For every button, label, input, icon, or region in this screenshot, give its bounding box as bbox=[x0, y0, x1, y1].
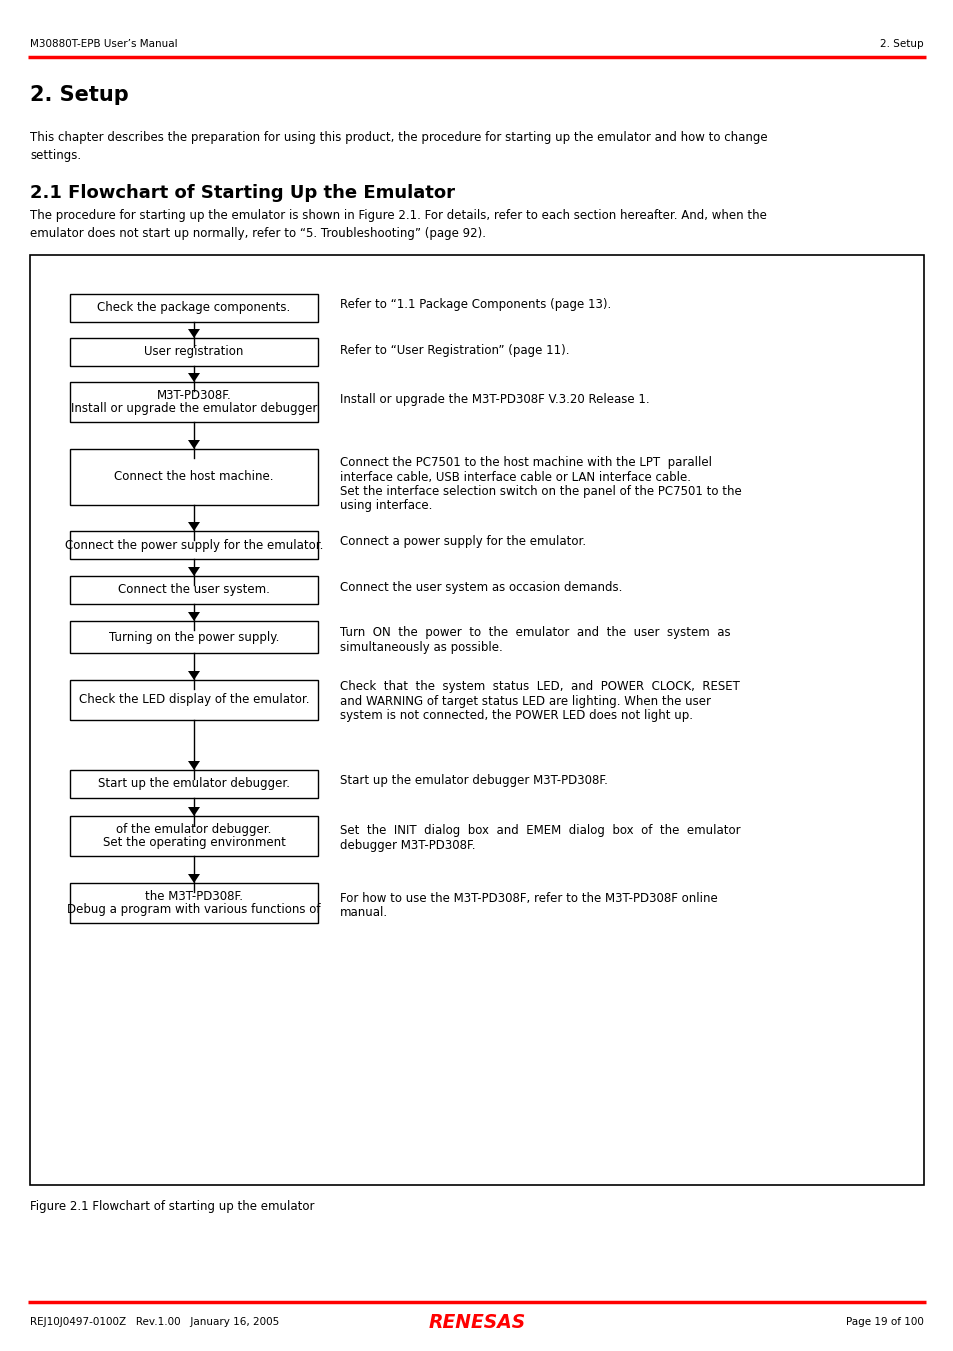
Text: REJ10J0497-0100Z   Rev.1.00   January 16, 2005: REJ10J0497-0100Z Rev.1.00 January 16, 20… bbox=[30, 1317, 279, 1327]
Text: Connect the PC7501 to the host machine with the LPT  parallel: Connect the PC7501 to the host machine w… bbox=[339, 457, 711, 469]
Text: Connect the user system as occasion demands.: Connect the user system as occasion dema… bbox=[339, 581, 621, 594]
Text: Check the package components.: Check the package components. bbox=[97, 301, 291, 315]
Text: Refer to “User Registration” (page 11).: Refer to “User Registration” (page 11). bbox=[339, 345, 569, 357]
Text: Turn  ON  the  power  to  the  emulator  and  the  user  system  as: Turn ON the power to the emulator and th… bbox=[339, 626, 730, 639]
Text: Connect the power supply for the emulator.: Connect the power supply for the emulato… bbox=[65, 539, 323, 551]
Text: This chapter describes the preparation for using this product, the procedure for: This chapter describes the preparation f… bbox=[30, 131, 767, 143]
Text: and WARNING of target status LED are lighting. When the user: and WARNING of target status LED are lig… bbox=[339, 694, 710, 708]
Polygon shape bbox=[188, 671, 200, 680]
Text: manual.: manual. bbox=[339, 907, 388, 920]
Polygon shape bbox=[188, 440, 200, 449]
Text: 2.1 Flowchart of Starting Up the Emulator: 2.1 Flowchart of Starting Up the Emulato… bbox=[30, 184, 455, 203]
Polygon shape bbox=[188, 761, 200, 770]
Text: User registration: User registration bbox=[144, 346, 243, 358]
Text: RENESAS: RENESAS bbox=[428, 1313, 525, 1332]
Polygon shape bbox=[188, 612, 200, 621]
Text: Set the operating environment: Set the operating environment bbox=[103, 836, 285, 848]
Text: Connect the host machine.: Connect the host machine. bbox=[114, 470, 274, 484]
Bar bbox=[70, 338, 317, 366]
Text: simultaneously as possible.: simultaneously as possible. bbox=[339, 640, 502, 654]
Text: 2. Setup: 2. Setup bbox=[880, 39, 923, 49]
Bar bbox=[70, 884, 317, 923]
Polygon shape bbox=[188, 567, 200, 576]
Polygon shape bbox=[188, 874, 200, 884]
Text: emulator does not start up normally, refer to “5. Troubleshooting” (page 92).: emulator does not start up normally, ref… bbox=[30, 227, 485, 239]
Text: settings.: settings. bbox=[30, 149, 81, 162]
Text: Start up the emulator debugger.: Start up the emulator debugger. bbox=[98, 777, 290, 790]
Text: Install or upgrade the M3T-PD308F V.3.20 Release 1.: Install or upgrade the M3T-PD308F V.3.20… bbox=[339, 393, 649, 407]
Text: 2. Setup: 2. Setup bbox=[30, 85, 129, 105]
Text: Connect a power supply for the emulator.: Connect a power supply for the emulator. bbox=[339, 535, 585, 549]
Text: Turning on the power supply.: Turning on the power supply. bbox=[109, 631, 279, 643]
Bar bbox=[70, 295, 317, 322]
Text: The procedure for starting up the emulator is shown in Figure 2.1. For details, : The procedure for starting up the emulat… bbox=[30, 209, 766, 223]
Bar bbox=[70, 576, 317, 604]
Bar bbox=[70, 449, 317, 505]
Text: debugger M3T-PD308F.: debugger M3T-PD308F. bbox=[339, 839, 475, 851]
Text: system is not connected, the POWER LED does not light up.: system is not connected, the POWER LED d… bbox=[339, 709, 692, 721]
Bar bbox=[70, 680, 317, 720]
Text: Check  that  the  system  status  LED,  and  POWER  CLOCK,  RESET: Check that the system status LED, and PO… bbox=[339, 680, 740, 693]
Bar bbox=[70, 382, 317, 422]
Text: M3T-PD308F.: M3T-PD308F. bbox=[156, 389, 232, 403]
Text: using interface.: using interface. bbox=[339, 500, 432, 512]
Polygon shape bbox=[188, 807, 200, 816]
Text: Check the LED display of the emulator.: Check the LED display of the emulator. bbox=[79, 693, 309, 707]
Polygon shape bbox=[188, 521, 200, 531]
Text: Set  the  INIT  dialog  box  and  EMEM  dialog  box  of  the  emulator: Set the INIT dialog box and EMEM dialog … bbox=[339, 824, 740, 838]
Text: of the emulator debugger.: of the emulator debugger. bbox=[116, 823, 272, 836]
Text: Connect the user system.: Connect the user system. bbox=[118, 584, 270, 597]
Bar bbox=[70, 770, 317, 798]
Bar bbox=[70, 621, 317, 653]
Bar bbox=[70, 816, 317, 857]
Text: Set the interface selection switch on the panel of the PC7501 to the: Set the interface selection switch on th… bbox=[339, 485, 741, 499]
Text: Start up the emulator debugger M3T-PD308F.: Start up the emulator debugger M3T-PD308… bbox=[339, 774, 607, 788]
Text: interface cable, USB interface cable or LAN interface cable.: interface cable, USB interface cable or … bbox=[339, 470, 690, 484]
Text: Refer to “1.1 Package Components (page 13).: Refer to “1.1 Package Components (page 1… bbox=[339, 299, 611, 311]
Text: For how to use the M3T-PD308F, refer to the M3T-PD308F online: For how to use the M3T-PD308F, refer to … bbox=[339, 892, 717, 905]
Polygon shape bbox=[188, 373, 200, 382]
Bar bbox=[70, 531, 317, 559]
Text: Figure 2.1 Flowchart of starting up the emulator: Figure 2.1 Flowchart of starting up the … bbox=[30, 1200, 314, 1213]
Polygon shape bbox=[188, 330, 200, 338]
Bar bbox=[30, 255, 923, 1185]
Text: M30880T-EPB User’s Manual: M30880T-EPB User’s Manual bbox=[30, 39, 177, 49]
Text: the M3T-PD308F.: the M3T-PD308F. bbox=[145, 890, 243, 902]
Text: Page 19 of 100: Page 19 of 100 bbox=[845, 1317, 923, 1327]
Text: Debug a program with various functions of: Debug a program with various functions o… bbox=[67, 902, 320, 916]
Text: Install or upgrade the emulator debugger: Install or upgrade the emulator debugger bbox=[71, 403, 316, 415]
